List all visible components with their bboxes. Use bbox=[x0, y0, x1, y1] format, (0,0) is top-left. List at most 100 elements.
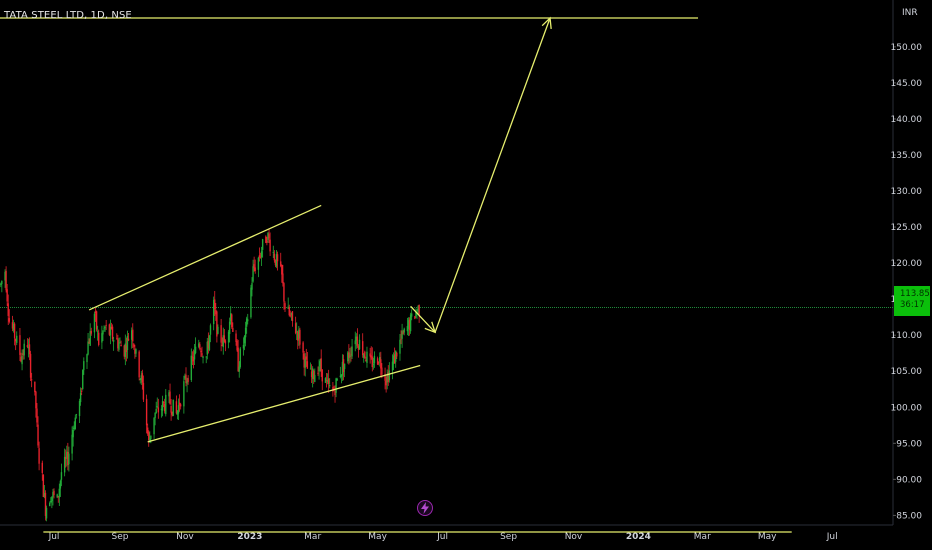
y-tick-label: 135.00 bbox=[891, 151, 923, 161]
candle-body bbox=[108, 324, 111, 335]
x-tick-label: Mar bbox=[694, 532, 711, 542]
candle-body bbox=[227, 331, 230, 343]
x-tick-label: 2024 bbox=[626, 532, 651, 542]
candle-body bbox=[208, 335, 211, 350]
candle-body bbox=[176, 410, 179, 415]
candle-body bbox=[385, 380, 387, 386]
candle-body bbox=[185, 374, 187, 384]
candle-body bbox=[145, 398, 148, 426]
candle-body bbox=[280, 261, 282, 267]
candle-body bbox=[216, 311, 218, 337]
candle-body bbox=[58, 488, 61, 498]
candle-body bbox=[235, 333, 237, 342]
candle-body bbox=[119, 342, 121, 343]
candle-body bbox=[88, 342, 90, 344]
candle-body bbox=[11, 322, 14, 329]
candle-body bbox=[7, 303, 9, 316]
candle-body bbox=[192, 357, 195, 362]
candle-body bbox=[34, 381, 36, 393]
candle-body bbox=[205, 356, 207, 358]
candle-body bbox=[384, 374, 386, 381]
candle-body bbox=[82, 370, 84, 389]
candle-body bbox=[231, 314, 233, 328]
candle-body bbox=[366, 351, 368, 363]
candle-body bbox=[281, 264, 283, 275]
candle-body bbox=[407, 320, 410, 329]
candle-body bbox=[376, 358, 379, 365]
candle-body bbox=[104, 326, 106, 329]
candle-body bbox=[63, 456, 66, 473]
candle-body bbox=[414, 316, 416, 319]
candle-body bbox=[95, 311, 98, 330]
candle-body bbox=[396, 352, 398, 357]
candle-body bbox=[303, 353, 305, 368]
channel-upper-line bbox=[88, 204, 322, 311]
candle-body bbox=[207, 340, 210, 349]
candle-body bbox=[45, 507, 48, 519]
candle-body bbox=[53, 490, 55, 495]
candle-body bbox=[418, 304, 420, 315]
candle-body bbox=[325, 380, 328, 381]
candle-body bbox=[318, 366, 320, 372]
candle-body bbox=[138, 351, 140, 378]
candle-body bbox=[269, 239, 271, 252]
candle-body bbox=[244, 327, 247, 338]
candle-body bbox=[1, 281, 3, 285]
candle-body bbox=[67, 452, 69, 466]
candle-body bbox=[96, 331, 99, 333]
candle-body bbox=[250, 287, 252, 318]
candle-body bbox=[127, 338, 130, 341]
candle-body bbox=[297, 331, 299, 341]
candle-body bbox=[160, 408, 163, 411]
lightning-bolt-icon[interactable] bbox=[417, 500, 433, 516]
candle-body bbox=[261, 239, 264, 250]
x-tick-label: Nov bbox=[565, 532, 583, 542]
candle-body bbox=[4, 271, 6, 281]
candle-body bbox=[409, 314, 412, 332]
candle-body bbox=[349, 355, 351, 358]
candle-body bbox=[305, 356, 307, 360]
candle-body bbox=[71, 434, 73, 454]
y-tick-label: 150.00 bbox=[891, 43, 923, 53]
candle-body bbox=[321, 369, 323, 382]
candle-body bbox=[266, 241, 268, 243]
candle-body bbox=[350, 353, 352, 355]
candle-body bbox=[186, 380, 188, 384]
x-tick-label: Jul bbox=[826, 532, 838, 542]
candle-body bbox=[348, 352, 350, 358]
candle-body bbox=[80, 391, 83, 392]
candle-body bbox=[65, 456, 67, 460]
x-tick-label: Mar bbox=[304, 532, 321, 542]
candle-body bbox=[199, 344, 201, 349]
candle-body bbox=[201, 353, 203, 356]
candle-body bbox=[38, 448, 40, 464]
candle-body bbox=[43, 492, 46, 497]
candle-body bbox=[87, 341, 89, 355]
candle-body bbox=[380, 359, 382, 369]
channel-lower-line bbox=[147, 364, 421, 443]
candle-body bbox=[8, 318, 10, 322]
candle-body bbox=[362, 341, 364, 356]
candle-body bbox=[311, 368, 314, 379]
candle-body bbox=[21, 355, 23, 365]
projection-arrow-second-leg bbox=[434, 17, 551, 333]
candle-body bbox=[391, 361, 394, 371]
candle-body bbox=[313, 370, 315, 380]
candle-body bbox=[343, 363, 346, 370]
candle-body bbox=[275, 254, 278, 267]
candle-body bbox=[326, 380, 329, 382]
candle-body bbox=[170, 406, 172, 413]
candle-body bbox=[228, 321, 231, 334]
candle-body bbox=[372, 364, 375, 366]
candle-body bbox=[13, 323, 16, 339]
candle-body bbox=[406, 326, 409, 332]
candle-body bbox=[19, 335, 21, 355]
y-tick-label: 125.00 bbox=[891, 223, 923, 233]
candle-body bbox=[150, 435, 152, 439]
candle-body bbox=[36, 408, 38, 423]
candle-body bbox=[347, 352, 349, 362]
candle-body bbox=[223, 335, 226, 342]
candle-body bbox=[41, 462, 43, 473]
